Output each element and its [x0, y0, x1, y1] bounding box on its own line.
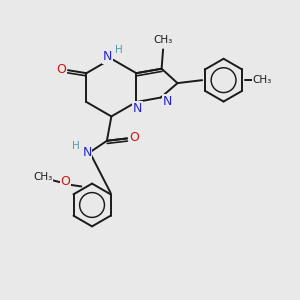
Text: O: O — [56, 63, 66, 76]
Text: O: O — [130, 131, 140, 144]
Text: N: N — [133, 102, 142, 115]
Text: CH₃: CH₃ — [33, 172, 52, 182]
Text: O: O — [60, 175, 70, 188]
Text: CH₃: CH₃ — [252, 75, 272, 85]
Text: N: N — [163, 94, 172, 108]
Text: N: N — [103, 50, 112, 63]
Text: H: H — [115, 45, 123, 56]
Text: CH₃: CH₃ — [154, 35, 173, 46]
Text: H: H — [72, 141, 80, 151]
Text: N: N — [82, 146, 92, 159]
